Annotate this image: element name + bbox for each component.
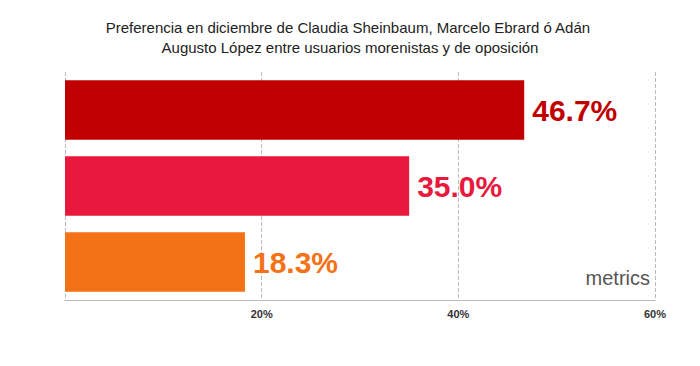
svg-text:18.3%: 18.3%	[253, 246, 338, 279]
svg-text:Augusto López entre usuarios m: Augusto López entre usuarios morenistas …	[162, 39, 539, 56]
svg-text:20%: 20%	[251, 308, 273, 320]
svg-text:35.0%: 35.0%	[417, 170, 502, 203]
svg-text:46.7%: 46.7%	[532, 94, 617, 127]
svg-text:40%: 40%	[447, 308, 469, 320]
svg-text:metrics: metrics	[586, 267, 650, 289]
svg-text:60%: 60%	[644, 308, 666, 320]
svg-text:Preferencia en diciembre de Cl: Preferencia en diciembre de Claudia Shei…	[106, 19, 595, 36]
